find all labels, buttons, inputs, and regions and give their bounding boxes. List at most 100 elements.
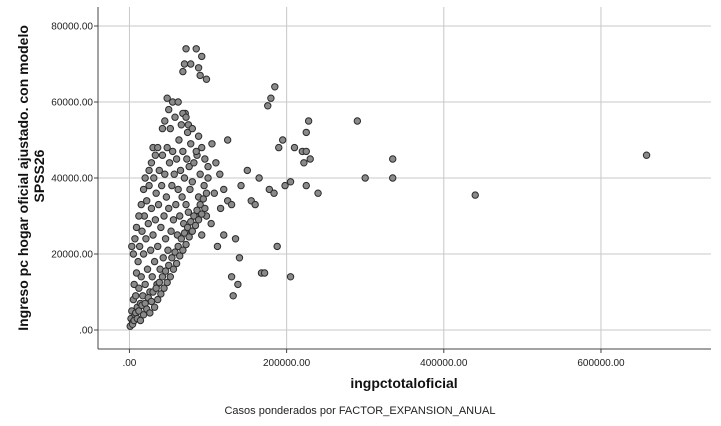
data-point <box>128 242 136 251</box>
data-point <box>136 316 145 325</box>
data-point <box>177 121 186 129</box>
data-point <box>165 105 173 114</box>
data-point <box>147 159 156 167</box>
data-point <box>144 219 152 228</box>
data-point <box>300 159 308 167</box>
data-point <box>302 147 310 156</box>
data-point <box>198 143 206 152</box>
data-point <box>143 265 152 273</box>
data-point <box>389 174 397 182</box>
data-point <box>135 307 143 315</box>
data-point <box>160 284 168 292</box>
data-point <box>168 147 177 156</box>
data-point <box>142 235 150 243</box>
data-point <box>251 200 259 209</box>
data-point <box>185 162 193 171</box>
data-point <box>155 166 164 175</box>
data-point <box>188 227 197 235</box>
data-point <box>231 235 240 243</box>
data-point <box>642 151 651 159</box>
y-axis-title-line1: Ingreso pc hogar oficial ajustado. con m… <box>15 25 31 331</box>
data-point <box>152 284 160 292</box>
data-point <box>146 246 155 254</box>
data-point <box>174 185 182 194</box>
data-point <box>227 200 236 209</box>
data-point <box>353 117 362 125</box>
data-point <box>150 303 159 311</box>
data-point <box>174 98 182 106</box>
data-point <box>152 189 160 197</box>
data-point <box>190 212 198 220</box>
data-point <box>135 212 143 220</box>
data-point <box>183 128 192 137</box>
data-point <box>196 170 204 178</box>
data-point <box>265 185 274 194</box>
data-point <box>157 290 165 298</box>
data-point <box>182 240 190 249</box>
data-point <box>145 166 153 175</box>
data-point <box>235 254 244 262</box>
data-point <box>208 140 216 148</box>
data-point <box>161 267 170 275</box>
data-point <box>161 235 170 243</box>
y-tick-label: .00 <box>79 326 93 337</box>
data-point <box>179 246 187 254</box>
data-point <box>182 200 190 209</box>
data-point <box>278 136 287 144</box>
data-point <box>306 155 314 163</box>
data-point <box>204 174 212 182</box>
data-point <box>213 242 222 251</box>
gridlines <box>98 7 711 349</box>
data-point <box>216 204 225 213</box>
data-point <box>183 155 191 163</box>
data-point <box>220 231 228 239</box>
data-point <box>155 278 164 287</box>
data-point <box>264 102 272 110</box>
data-point <box>220 185 228 194</box>
data-point <box>182 113 190 121</box>
data-point <box>132 269 141 277</box>
data-point <box>201 204 209 213</box>
data-point <box>186 185 194 194</box>
data-point <box>229 292 237 300</box>
data-point <box>275 143 283 152</box>
y-tick-label: 20000.00 <box>51 250 93 261</box>
data-point <box>135 284 143 292</box>
data-point <box>188 124 197 133</box>
data-point <box>161 117 169 125</box>
data-point <box>267 94 275 102</box>
data-point <box>188 178 197 186</box>
data-point <box>169 216 178 224</box>
y-tick-label: 40000.00 <box>51 174 93 185</box>
data-point <box>129 250 138 258</box>
data-point <box>135 242 144 251</box>
data-point <box>304 117 313 125</box>
data-point <box>158 273 167 281</box>
y-axis-title: Ingreso pc hogar oficial ajustado. con m… <box>15 21 47 331</box>
data-point <box>158 124 167 133</box>
data-point <box>159 254 167 262</box>
data-point <box>201 155 209 163</box>
data-point <box>132 292 140 300</box>
data-point <box>302 181 310 190</box>
data-point <box>138 227 146 235</box>
data-point <box>165 204 173 213</box>
data-point <box>137 273 145 281</box>
data-point <box>198 210 206 218</box>
data-point <box>145 181 153 190</box>
data-point <box>180 60 189 68</box>
y-axis-ticks: .00 20000.00 40000.00 60000.00 80000.00 <box>51 22 98 337</box>
y-tick-label: 60000.00 <box>51 98 93 109</box>
data-point <box>198 52 206 61</box>
data-point <box>166 124 175 133</box>
data-point <box>207 219 215 228</box>
data-point <box>172 155 181 163</box>
data-point <box>185 233 193 241</box>
data-point <box>182 45 190 53</box>
data-point <box>302 128 310 137</box>
data-point <box>168 254 176 262</box>
data-point <box>234 280 242 289</box>
data-point <box>194 64 203 72</box>
data-point <box>139 250 148 258</box>
data-point <box>139 185 148 194</box>
